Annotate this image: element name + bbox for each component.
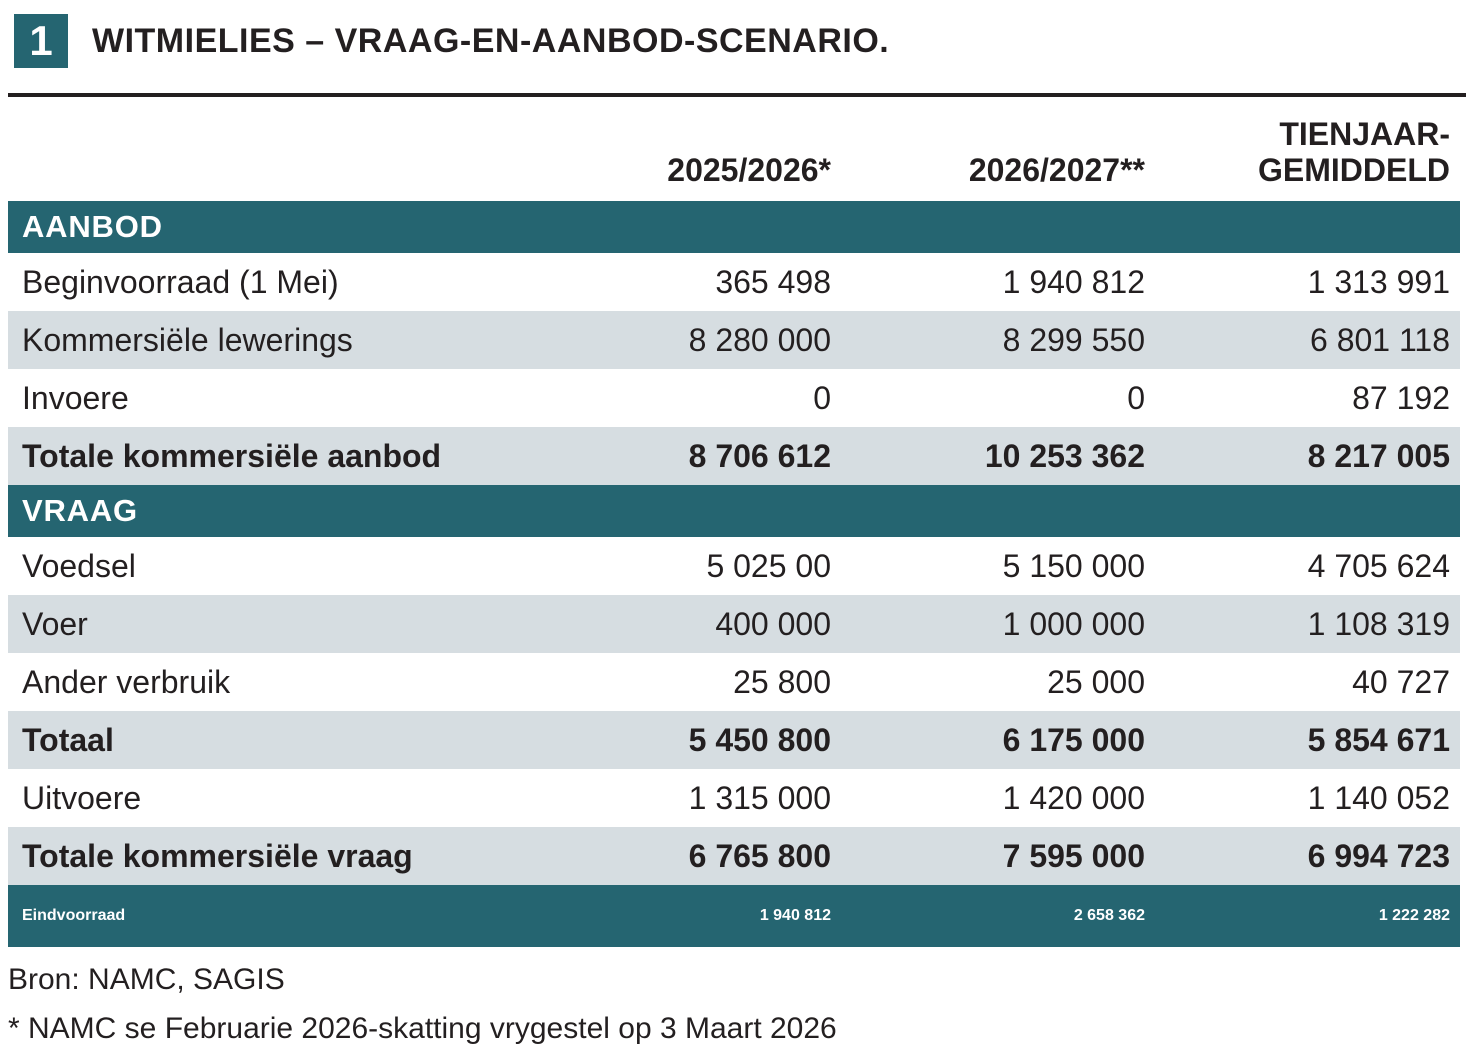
- value-tienjaar: 6 801 118: [1310, 321, 1450, 358]
- value-tienjaar: 40 727: [1352, 663, 1450, 700]
- value-2026-2027: 25 000: [1047, 663, 1145, 700]
- section-row-aanbod: AANBOD: [8, 201, 1460, 253]
- figure-title: WITMIELIES – VRAAG-EN-AANBOD-SCENARIO.: [92, 21, 890, 60]
- row-label: Kommersiële lewerings: [22, 321, 353, 358]
- value-tienjaar: 87 192: [1352, 379, 1450, 416]
- value-tienjaar: 5 854 671: [1307, 721, 1450, 758]
- row-label: Totaal: [22, 721, 114, 758]
- value-2025-2026: 1 315 000: [688, 779, 831, 816]
- table-row-kommersiele-lewerings: Kommersiële lewerings 8 280 000 8 299 55…: [8, 311, 1460, 369]
- value-2025-2026: 0: [813, 379, 831, 416]
- table-row-voedsel: Voedsel 5 025 00 5 150 000 4 705 624: [8, 537, 1460, 595]
- section-label: AANBOD: [22, 209, 163, 244]
- supply-demand-table: 2025/2026* 2026/2027** TIENJAAR- GEMIDDE…: [8, 97, 1460, 947]
- row-label: Eindvoorraad: [22, 907, 126, 924]
- value-2026-2027: 1 420 000: [1002, 779, 1145, 816]
- table-row-totale-aanbod: Totale kommersiële aanbod 8 706 612 10 2…: [8, 427, 1460, 485]
- table-row-totaal: Totaal 5 450 800 6 175 000 5 854 671: [8, 711, 1460, 769]
- table-row-voer: Voer 400 000 1 000 000 1 108 319: [8, 595, 1460, 653]
- row-label: Totale kommersiële vraag: [22, 837, 413, 874]
- value-2026-2027: 0: [1127, 379, 1145, 416]
- title-divider: [8, 93, 1466, 97]
- value-2025-2026: 8 280 000: [688, 321, 831, 358]
- value-2025-2026: 365 498: [715, 263, 831, 300]
- value-2025-2026: 25 800: [733, 663, 831, 700]
- value-2025-2026: 1 940 812: [759, 907, 831, 924]
- table-row-uitvoere: Uitvoere 1 315 000 1 420 000 1 140 052: [8, 769, 1460, 827]
- table-row-ander-verbruik: Ander verbruik 25 800 25 000 40 727: [8, 653, 1460, 711]
- row-label: Voer: [22, 605, 88, 642]
- table-row-totale-vraag: Totale kommersiële vraag 6 765 800 7 595…: [8, 827, 1460, 885]
- value-tienjaar: 4 705 624: [1307, 547, 1450, 584]
- value-2026-2027: 7 595 000: [1002, 837, 1145, 874]
- value-2025-2026: 6 765 800: [688, 837, 831, 874]
- section-label: VRAAG: [22, 493, 138, 528]
- source-line: Bron: NAMC, SAGIS: [8, 963, 285, 996]
- table-row-beginvoorraad: Beginvoorraad (1 Mei) 365 498 1 940 812 …: [8, 253, 1460, 311]
- value-tienjaar: 1 313 991: [1307, 263, 1450, 300]
- value-tienjaar: 1 108 319: [1307, 605, 1450, 642]
- figure-titlebar: 1 WITMIELIES – VRAAG-EN-AANBOD-SCENARIO.: [0, 0, 1474, 68]
- column-header-2026-2027: 2026/2027**: [968, 153, 1145, 189]
- value-2025-2026: 8 706 612: [688, 437, 831, 474]
- row-label: Beginvoorraad (1 Mei): [22, 263, 339, 300]
- value-tienjaar: 8 217 005: [1307, 437, 1450, 474]
- row-label: Invoere: [22, 379, 129, 416]
- table-header-row: 2025/2026* 2026/2027** TIENJAAR- GEMIDDE…: [8, 97, 1460, 201]
- row-label: Totale kommersiële aanbod: [22, 437, 442, 474]
- value-2026-2027: 1 940 812: [1002, 263, 1145, 300]
- row-label: Voedsel: [22, 547, 136, 584]
- section-row-vraag: VRAAG: [8, 485, 1460, 537]
- value-2026-2027: 1 000 000: [1002, 605, 1145, 642]
- row-label: Ander verbruik: [22, 663, 231, 700]
- value-tienjaar: 1 140 052: [1307, 779, 1450, 816]
- value-2026-2027: 5 150 000: [1002, 547, 1145, 584]
- footnote-line: * NAMC se Februarie 2026-skatting vryges…: [8, 1012, 837, 1045]
- column-header-2025-2026: 2025/2026*: [667, 153, 831, 189]
- table-row-eindvoorraad: Eindvoorraad 1 940 812 2 658 362 1 222 2…: [8, 885, 1460, 947]
- table-row-invoere: Invoere 0 0 87 192: [8, 369, 1460, 427]
- value-2026-2027: 6 175 000: [1002, 721, 1145, 758]
- value-2026-2027: 8 299 550: [1002, 321, 1145, 358]
- value-2025-2026: 5 450 800: [688, 721, 831, 758]
- value-2025-2026: 400 000: [715, 605, 831, 642]
- figure-number-badge: 1: [14, 14, 68, 68]
- value-2025-2026: 5 025 00: [706, 547, 831, 584]
- value-2026-2027: 2 658 362: [1073, 907, 1145, 924]
- value-tienjaar: 1 222 282: [1378, 907, 1450, 924]
- row-label: Uitvoere: [22, 779, 142, 816]
- column-header-tienjaar-gemiddeld: TIENJAAR- GEMIDDELD: [1258, 117, 1450, 189]
- value-tienjaar: 6 994 723: [1307, 837, 1450, 874]
- value-2026-2027: 10 253 362: [984, 437, 1145, 474]
